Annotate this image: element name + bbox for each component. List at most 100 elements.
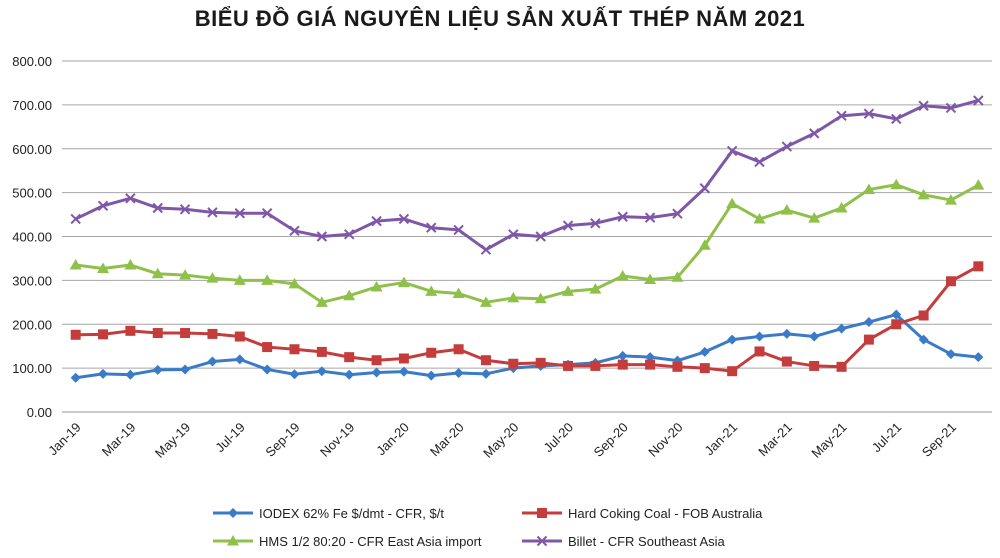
data-point	[261, 274, 274, 285]
data-point	[453, 344, 464, 355]
data-point	[917, 188, 930, 200]
series-line	[75, 99, 979, 252]
data-point	[644, 212, 656, 223]
data-point	[371, 355, 382, 366]
data-point	[344, 369, 355, 380]
data-point	[726, 145, 738, 157]
legend-entry: IODEX 62% Fe $/dmt - CFR, $/t	[213, 506, 444, 521]
x-tick-label: Sep-20	[591, 420, 631, 460]
data-point	[537, 508, 547, 518]
data-point	[316, 366, 327, 377]
x-tick-label: Jul-19	[212, 420, 248, 456]
data-point	[453, 224, 464, 236]
x-tick-label: Nov-19	[317, 420, 357, 460]
series-line	[75, 313, 979, 380]
data-point	[699, 363, 710, 374]
data-point	[589, 283, 602, 294]
x-tick-label: Mar-21	[755, 420, 795, 460]
y-tick-label: 700.00	[12, 98, 52, 113]
data-point	[698, 239, 711, 250]
data-point	[836, 110, 847, 122]
data-point	[316, 231, 328, 242]
data-point	[69, 259, 82, 270]
data-point	[228, 508, 238, 518]
data-point	[70, 329, 81, 340]
legend-entry: Hard Coking Coal - FOB Australia	[522, 506, 763, 521]
data-point	[973, 261, 984, 272]
data-point	[891, 113, 902, 125]
data-point	[699, 346, 710, 357]
data-point	[754, 156, 765, 168]
data-point	[343, 289, 356, 301]
data-point	[535, 231, 546, 242]
data-point	[234, 208, 246, 219]
data-point	[125, 369, 136, 380]
data-point	[207, 207, 218, 218]
data-point	[973, 352, 984, 363]
data-point	[152, 202, 163, 214]
data-point	[207, 356, 218, 367]
y-tick-label: 0.00	[27, 405, 52, 420]
data-point	[863, 317, 874, 328]
data-point	[125, 325, 136, 336]
legend-label: IODEX 62% Fe $/dmt - CFR, $/t	[259, 506, 444, 521]
data-point	[261, 208, 273, 219]
data-point	[780, 204, 793, 215]
data-point	[289, 369, 300, 380]
data-point	[370, 280, 383, 292]
data-point	[727, 366, 738, 377]
data-point	[452, 287, 465, 299]
data-point	[207, 328, 218, 339]
data-point	[590, 218, 601, 229]
data-point	[227, 535, 239, 546]
data-point	[563, 360, 574, 371]
data-point	[453, 367, 464, 378]
data-point	[508, 229, 519, 240]
data-point	[753, 212, 766, 224]
series-1	[70, 309, 984, 383]
data-point	[233, 274, 246, 285]
data-point	[426, 347, 437, 358]
data-point	[534, 292, 547, 304]
data-point	[179, 269, 192, 280]
data-point	[973, 95, 984, 106]
x-tick-label: Nov-20	[645, 420, 685, 460]
data-point	[288, 277, 301, 289]
data-point	[562, 285, 575, 296]
data-point	[945, 102, 957, 114]
data-point	[617, 359, 628, 370]
series-line	[75, 265, 980, 373]
x-tick-label: May-20	[480, 420, 521, 461]
data-point	[206, 272, 219, 283]
data-point	[507, 291, 520, 303]
y-tick-label: 500.00	[12, 186, 52, 201]
data-point	[234, 331, 245, 342]
data-point	[808, 212, 821, 223]
data-point	[480, 368, 491, 379]
data-point	[808, 128, 820, 139]
data-point	[672, 208, 683, 219]
data-point	[781, 328, 792, 339]
x-axis-ticks: Jan-19 Mar-19 May-19 Jul-19 Sep-19 Nov-19 Jan-…	[45, 420, 959, 461]
data-point	[781, 356, 792, 367]
data-point	[371, 367, 382, 378]
data-point	[836, 323, 847, 334]
data-point	[98, 329, 109, 340]
legend-entry: HMS 1/2 80:20 - CFR East Asia import	[213, 534, 482, 549]
data-point	[890, 178, 903, 190]
data-point	[97, 262, 110, 274]
data-point	[97, 200, 109, 211]
data-point	[535, 357, 546, 368]
data-point	[398, 366, 409, 377]
x-tick-label: Jul-20	[540, 420, 576, 456]
data-point	[124, 259, 137, 270]
data-point	[672, 361, 683, 372]
series-2	[70, 261, 984, 377]
data-point	[480, 244, 492, 255]
data-point	[508, 358, 519, 369]
data-point	[70, 213, 81, 225]
data-point	[151, 267, 164, 279]
y-tick-label: 300.00	[12, 273, 52, 288]
data-point	[809, 331, 820, 342]
data-point	[836, 361, 847, 372]
